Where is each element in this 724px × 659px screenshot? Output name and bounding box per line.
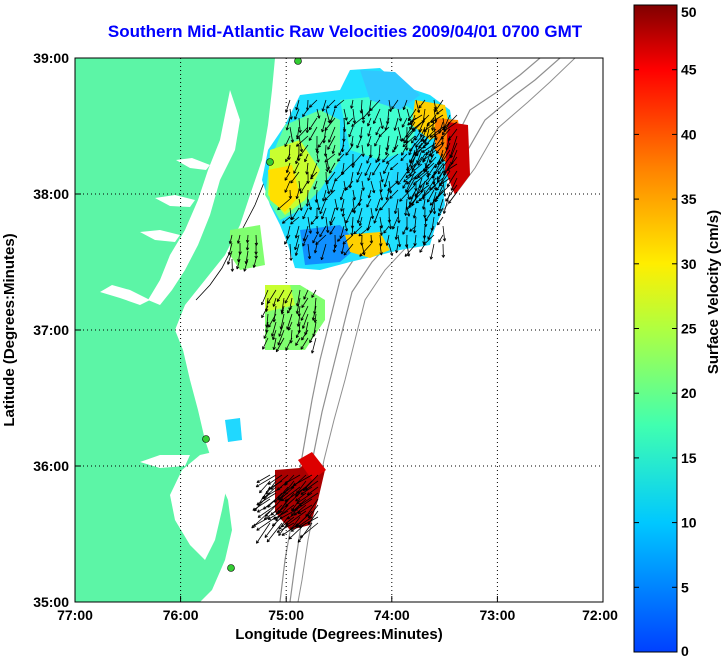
x-tick-label: 73:00 [479,607,515,623]
y-tick-label: 38:00 [33,186,69,202]
colorbar-tick-label: 30 [681,256,697,272]
x-tick-labels: 77:00 76:00 75:00 74:00 73:00 72:00 [57,607,618,623]
colorbar-tick-marks [634,4,677,653]
colorbar-tick-label: 40 [681,126,697,142]
y-tick-label: 39:00 [33,50,69,66]
station-markers [202,58,302,572]
colorbar-tick-label: 5 [681,579,689,595]
x-axis-label: Longitude (Degrees:Minutes) [235,626,443,643]
colorbar-tick-label: 35 [681,191,697,207]
velocity-field-small [225,418,242,442]
colorbar [633,4,678,653]
colorbar-tick-label: 20 [681,385,697,401]
y-tick-labels: 39:00 38:00 37:00 36:00 35:00 [33,50,69,610]
tick-marks [75,193,498,602]
bay-water [148,90,240,305]
y-tick-label: 36:00 [33,458,69,474]
x-tick-label: 76:00 [163,607,199,623]
station-marker [294,58,302,65]
station-marker [227,564,235,572]
colorbar-label: Surface Velocity (cm/s) [705,210,722,374]
y-tick-label: 37:00 [33,322,69,338]
colorbar-tick-label: 10 [681,515,697,531]
station-marker [202,435,210,443]
x-tick-label: 74:00 [374,607,410,623]
x-tick-label: 72:00 [582,607,618,623]
colorbar-tick-label: 15 [681,450,697,466]
colorbar-tick-labels: 0 5 10 15 20 25 30 35 40 45 50 [681,4,697,659]
colorbar-tick-label: 50 [681,4,697,20]
x-tick-label: 77:00 [57,607,93,623]
velocity-arrows [227,99,458,544]
colorbar-tick-label: 25 [681,321,697,337]
y-axis-label: Latitude (Degrees:Minutes) [1,233,18,426]
x-tick-label: 75:00 [268,607,304,623]
station-marker [266,158,274,166]
colorbar-tick-label: 0 [681,643,689,659]
chart-title: Southern Mid-Atlantic Raw Velocities 200… [107,22,583,41]
y-tick-label: 35:00 [33,594,69,610]
sound-water [170,450,228,560]
colorbar-tick-label: 45 [681,62,697,78]
